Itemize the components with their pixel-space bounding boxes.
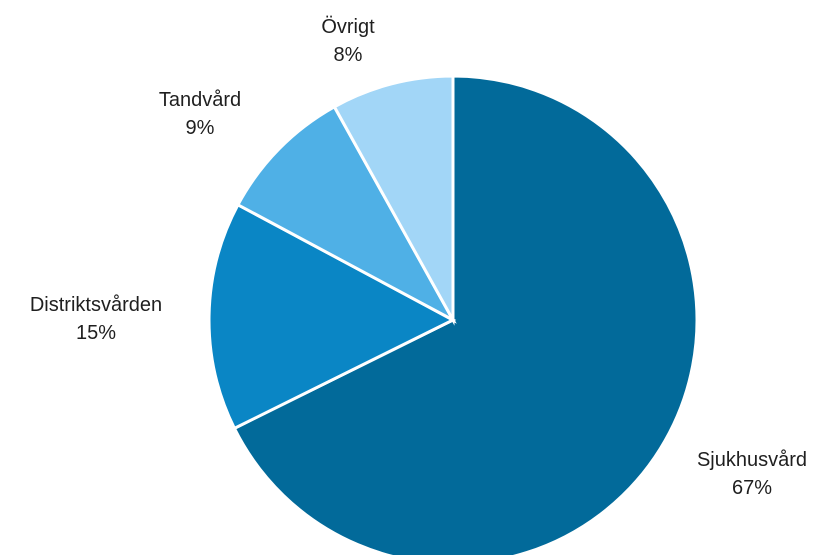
pie-slice-tandvård — [235, 104, 457, 324]
slice-category-label: Distriktsvården — [30, 294, 162, 316]
pie-slices — [207, 74, 699, 555]
slice-category-label: Tandvård — [159, 89, 241, 111]
pie-slice-distriktsvården — [207, 202, 457, 431]
slice-percent-label: 15% — [76, 322, 116, 344]
pie-slice-sjukhusvård — [232, 74, 699, 555]
slice-percent-label: 9% — [186, 117, 215, 139]
pie-slice-övrigt — [332, 74, 455, 326]
slice-category-label: Sjukhusvård — [697, 449, 807, 471]
pie-labels: Sjukhusvård 67% Distriktsvården 15% Tandvård… — [30, 16, 807, 499]
slice-percent-label: 8% — [334, 44, 363, 66]
slice-percent-label: 67% — [732, 477, 772, 499]
slice-category-label: Övrigt — [321, 16, 375, 38]
